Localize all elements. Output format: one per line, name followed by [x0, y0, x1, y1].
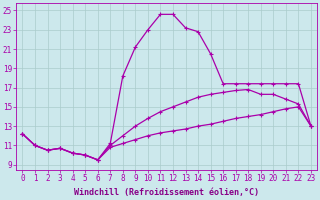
- X-axis label: Windchill (Refroidissement éolien,°C): Windchill (Refroidissement éolien,°C): [74, 188, 259, 197]
